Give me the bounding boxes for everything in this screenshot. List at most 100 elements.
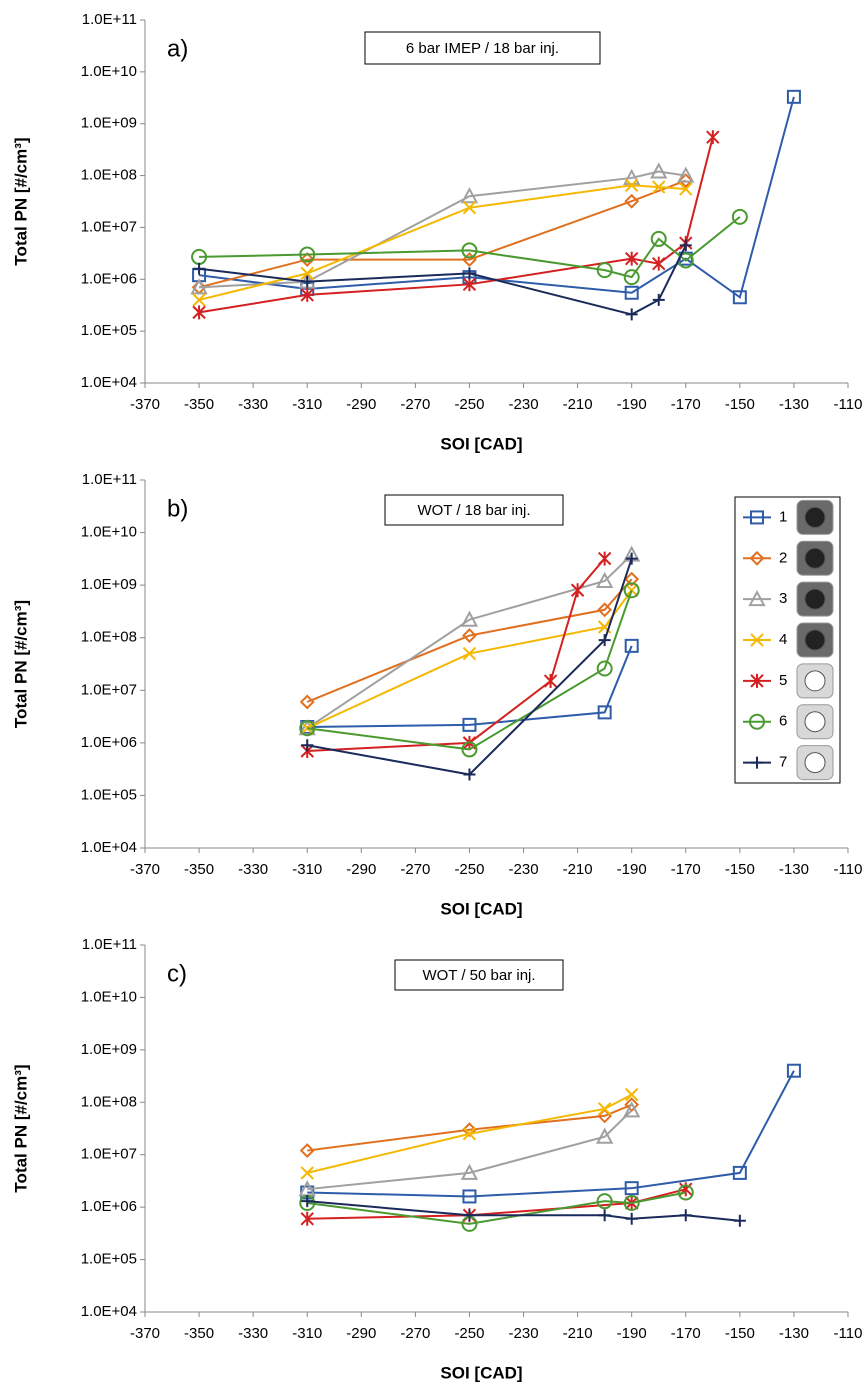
- annotation: WOT / 50 bar inj.: [422, 967, 535, 984]
- series-line: [307, 1188, 687, 1220]
- data-point: [462, 646, 477, 661]
- marker-shape: [624, 285, 639, 300]
- y-tick-label: 1.0E+06: [81, 734, 137, 751]
- legend-marker: [743, 673, 771, 688]
- marker-shape: [786, 89, 801, 104]
- x-tick-label: -150: [725, 1325, 755, 1342]
- data-point: [650, 230, 667, 247]
- marker-shape: [652, 256, 666, 271]
- data-point: [679, 239, 692, 252]
- x-tick-label: -190: [617, 396, 647, 413]
- data-point: [623, 269, 640, 286]
- legend-label: 5: [779, 672, 787, 689]
- data-point: [300, 1166, 314, 1180]
- marker-shape: [299, 252, 315, 267]
- data-point: [596, 262, 613, 279]
- data-point: [462, 252, 477, 267]
- x-tick-label: -330: [238, 861, 268, 878]
- marker-shape: [301, 275, 314, 288]
- data-point: [652, 256, 666, 271]
- marker-shape: [624, 178, 639, 192]
- marker-shape: [624, 571, 640, 587]
- marker-shape: [750, 510, 764, 525]
- x-tick-label: -270: [400, 1325, 430, 1342]
- marker-shape: [598, 634, 611, 647]
- marker-shape: [732, 290, 747, 305]
- data-point: [624, 1181, 639, 1196]
- y-tick-label: 1.0E+05: [81, 1251, 137, 1268]
- x-tick-label: -190: [617, 1325, 647, 1342]
- data-point: [732, 1165, 747, 1180]
- data-point: [461, 242, 478, 259]
- data-point: [461, 741, 478, 758]
- series-line: [307, 1191, 686, 1225]
- x-tick-label: -350: [184, 1325, 214, 1342]
- marker-shape: [300, 1211, 314, 1226]
- data-point: [595, 571, 614, 588]
- data-point: [462, 1122, 477, 1138]
- marker-shape: [624, 251, 639, 266]
- data-point: [192, 305, 206, 320]
- data-point: [677, 166, 695, 183]
- panel-label: b): [167, 495, 188, 522]
- x-tick-label: -170: [671, 861, 701, 878]
- marker-shape: [625, 552, 638, 565]
- data-point: [677, 1184, 694, 1201]
- data-point: [625, 552, 638, 565]
- marker-shape: [625, 308, 638, 321]
- y-tick-label: 1.0E+08: [81, 629, 137, 646]
- y-tick-label: 1.0E+11: [82, 471, 137, 488]
- data-point: [679, 182, 693, 196]
- y-tick-label: 1.0E+07: [81, 681, 137, 698]
- series-line: [306, 589, 633, 730]
- data-point: [299, 694, 315, 710]
- x-tick-label: -310: [292, 861, 322, 878]
- marker-shape: [299, 1143, 315, 1158]
- legend-marker: [743, 713, 771, 730]
- data-point: [462, 1189, 477, 1204]
- data-point: [301, 1195, 314, 1208]
- legend-icon-nozzle: [804, 506, 826, 528]
- data-point: [462, 717, 477, 732]
- x-tick-label: -330: [238, 1325, 268, 1342]
- y-tick-label: 1.0E+05: [81, 786, 137, 803]
- data-point: [597, 602, 613, 618]
- y-tick-label: 1.0E+11: [82, 11, 137, 28]
- series-line: [307, 645, 633, 729]
- data-point: [193, 262, 206, 275]
- marker-shape: [595, 571, 614, 588]
- marker-shape: [462, 628, 477, 643]
- data-point: [463, 1209, 476, 1222]
- marker-shape: [300, 287, 314, 302]
- marker-shape: [462, 252, 477, 267]
- data-point: [463, 768, 476, 781]
- y-tick-label: 1.0E+09: [81, 1041, 137, 1058]
- data-point: [625, 1212, 638, 1225]
- data-point: [299, 720, 316, 737]
- data-point: [624, 285, 639, 300]
- marker-shape: [731, 208, 748, 225]
- data-point: [624, 251, 639, 266]
- series-line: [306, 1093, 633, 1174]
- marker-shape: [192, 305, 206, 320]
- data-point: [299, 246, 316, 263]
- data-point: [462, 201, 477, 215]
- x-axis-label: SOI [CAD]: [440, 899, 522, 918]
- marker-shape: [748, 590, 766, 607]
- y-tick-label: 1.0E+07: [81, 1146, 137, 1163]
- marker-shape: [624, 1087, 639, 1102]
- series-line: [198, 96, 795, 299]
- x-tick-label: -130: [779, 1325, 809, 1342]
- marker-shape: [462, 717, 477, 732]
- marker-shape: [652, 180, 666, 194]
- x-tick-label: -190: [617, 861, 647, 878]
- y-tick-label: 1.0E+04: [81, 839, 137, 856]
- series-line: [198, 244, 687, 316]
- series-line: [307, 1109, 633, 1191]
- legend-marker: [743, 550, 771, 566]
- legend-label: 7: [779, 754, 787, 771]
- y-tick-label: 1.0E+10: [81, 988, 137, 1005]
- marker-shape: [732, 1165, 747, 1180]
- x-tick-label: -250: [454, 396, 484, 413]
